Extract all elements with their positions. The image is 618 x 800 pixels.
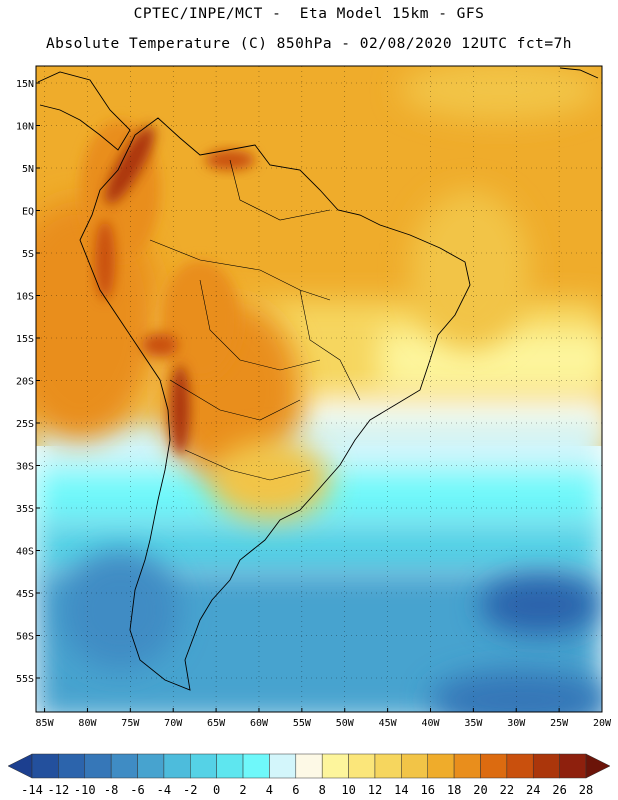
colorbar-swatch: [190, 753, 217, 779]
lon-tick-label: 65W: [207, 718, 226, 729]
colorbar-swatch: [242, 753, 270, 779]
colorbar-label: 28: [579, 783, 593, 797]
colorbar-swatch: [401, 753, 428, 779]
colorbar-swatch: [532, 753, 560, 779]
colorbar-swatch: [84, 753, 112, 779]
colorbar-label: -4: [157, 783, 171, 797]
lon-tick-label: 85W: [36, 718, 55, 729]
colorbar-label: -14: [21, 783, 43, 797]
chart-title-line-1: CPTEC/INPE/MCT - Eta Model 15km - GFS: [133, 6, 485, 22]
colorbar-swatch: [110, 753, 138, 779]
colorbar-swatch: [31, 753, 59, 779]
colorbar-label: 6: [292, 783, 299, 797]
colorbar: -14 -12 -10 -8 -6 -4 -2 0 2 4 6 8 10 12 14 16 18 20 22 24 26…: [7, 753, 611, 797]
lat-tick-label: 25S: [16, 419, 34, 430]
colorbar-swatch: [559, 753, 587, 779]
lat-tick-label: 20S: [16, 377, 34, 388]
map-frame: [35, 65, 603, 713]
colorbar-swatch: [321, 753, 349, 779]
lat-tick-label: EQ: [22, 207, 34, 218]
lon-tick-label: 35W: [464, 718, 483, 729]
colorbar-label: 14: [394, 783, 408, 797]
colorbar-label: 10: [341, 783, 355, 797]
colorbar-label: 0: [213, 783, 220, 797]
colorbar-swatch: [7, 753, 33, 779]
axis-labels: 15N 10N 5N EQ 5S 10S 15S 20S 25S 30S 35S 40S 45S 50S 5…: [16, 79, 612, 729]
lon-tick-label: 40W: [421, 718, 440, 729]
lat-tick-label: 30S: [16, 462, 34, 473]
coastline: [37, 67, 599, 691]
lat-tick-label: 10N: [16, 122, 34, 133]
lon-tick-label: 70W: [164, 718, 183, 729]
country-borders: [149, 159, 361, 481]
colorbar-swatch: [269, 753, 297, 779]
colorbar-swatch: [506, 753, 534, 779]
colorbar-swatch: [480, 753, 508, 779]
temperature-field: [36, 66, 602, 712]
lat-tick-label: 5S: [22, 249, 34, 260]
colorbar-label: 26: [552, 783, 566, 797]
colorbar-label: -2: [183, 783, 197, 797]
colorbar-label: 20: [473, 783, 487, 797]
colorbar-swatch: [295, 753, 323, 779]
lat-tick-label: 5N: [22, 164, 34, 175]
colorbar-label: 16: [420, 783, 434, 797]
colorbar-swatch: [216, 753, 244, 779]
lon-tick-label: 20W: [593, 718, 612, 729]
lat-tick-label: 45S: [16, 589, 34, 600]
colorbar-swatch: [453, 753, 481, 779]
colorbar-label: -10: [74, 783, 96, 797]
colorbar-swatch: [348, 753, 376, 779]
lat-tick-label: 40S: [16, 547, 34, 558]
colorbar-swatch: [427, 753, 455, 779]
colorbar-label: -8: [104, 783, 118, 797]
colorbar-swatch: [163, 753, 191, 779]
colorbar-swatch: [585, 753, 611, 779]
lon-tick-label: 60W: [250, 718, 269, 729]
lon-tick-label: 75W: [121, 718, 140, 729]
lon-tick-label: 25W: [550, 718, 569, 729]
colorbar-label: 4: [266, 783, 273, 797]
lat-tick-label: 15N: [16, 79, 34, 90]
lon-tick-label: 55W: [293, 718, 312, 729]
lon-tick-label: 30W: [507, 718, 526, 729]
colorbar-label: -6: [130, 783, 144, 797]
colorbar-label: 24: [526, 783, 540, 797]
graticule: [36, 66, 603, 712]
lat-tick-label: 35S: [16, 504, 34, 515]
lat-tick-label: 50S: [16, 632, 34, 643]
lat-tick-label: 15S: [16, 334, 34, 345]
colorbar-label: 8: [319, 783, 326, 797]
lon-tick-label: 50W: [336, 718, 355, 729]
lat-tick-label: 55S: [16, 674, 34, 685]
chart-title-line-2: Absolute Temperature (C) 850hPa - 02/08/…: [45, 36, 573, 52]
colorbar-swatch: [374, 753, 402, 779]
colorbar-label: -12: [48, 783, 70, 797]
colorbar-label: 2: [239, 783, 246, 797]
colorbar-label: 12: [368, 783, 382, 797]
colorbar-swatch: [58, 753, 86, 779]
lon-tick-label: 80W: [78, 718, 97, 729]
colorbar-label: 22: [500, 783, 514, 797]
colorbar-label: 18: [447, 783, 461, 797]
lon-tick-label: 45W: [379, 718, 398, 729]
lat-tick-label: 10S: [16, 292, 34, 303]
colorbar-swatch: [137, 753, 165, 779]
